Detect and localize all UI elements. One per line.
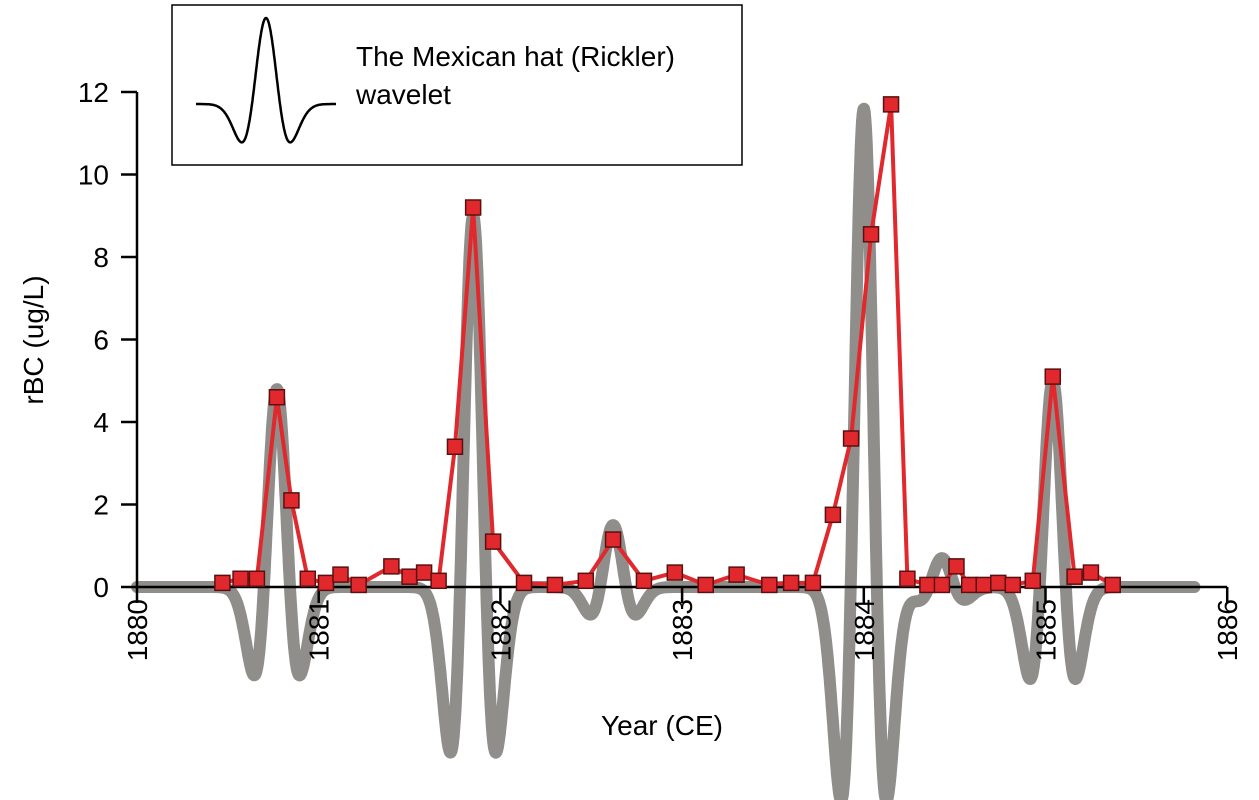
- data-point: [842, 430, 860, 447]
- data-point: [1024, 572, 1042, 590]
- data-point: [299, 570, 317, 587]
- legend-box: [171, 4, 743, 166]
- x-tick-label: 1884: [849, 599, 880, 661]
- y-tick-label: 10: [78, 160, 109, 191]
- data-point: [383, 558, 400, 575]
- data-point: [232, 570, 249, 587]
- data-point: [948, 558, 965, 575]
- data-point: [1004, 576, 1022, 594]
- data-point: [484, 533, 502, 550]
- data-point: [248, 570, 266, 587]
- y-tick-label: 6: [93, 325, 109, 356]
- y-tick-label: 4: [93, 407, 109, 438]
- data-point: [782, 574, 800, 592]
- data-point: [446, 438, 464, 455]
- data-point: [1104, 576, 1121, 594]
- y-tick-label: 8: [93, 242, 109, 273]
- data-point: [960, 576, 978, 594]
- x-tick-label: 1885: [1031, 599, 1062, 661]
- data-point: [401, 568, 418, 585]
- wavelet-line: [131, 102, 1201, 800]
- data-point: [464, 199, 482, 216]
- data-point: [882, 96, 900, 113]
- data-point: [332, 566, 349, 583]
- data-point: [604, 531, 622, 548]
- x-tick-label: 1883: [667, 599, 698, 661]
- x-tick-label: 1882: [485, 599, 516, 661]
- mexican-hat-wavelet-icon: [196, 16, 336, 144]
- data-point: [635, 572, 653, 590]
- data-point: [804, 574, 822, 592]
- x-tick-label: 1880: [122, 599, 153, 661]
- y-tick-label: 0: [93, 572, 109, 603]
- data-point: [430, 572, 447, 590]
- legend: The Mexican hat (Rickler) wavelet: [171, 4, 743, 166]
- data-point: [899, 570, 916, 587]
- data-point: [975, 576, 992, 594]
- x-tick-label: 1886: [1212, 599, 1243, 661]
- data-point: [933, 576, 951, 594]
- y-axis-title: rBC (ug/L): [18, 275, 49, 404]
- data-point: [350, 576, 367, 594]
- data-point: [415, 564, 433, 581]
- y-tick-label: 12: [78, 77, 109, 108]
- wavelet-curve-layer: [131, 102, 1201, 800]
- x-axis-title: Year (CE): [601, 710, 723, 741]
- data-point: [317, 574, 335, 592]
- data-point: [1044, 368, 1062, 385]
- data-point: [546, 576, 564, 594]
- y-tick-label: 2: [93, 490, 109, 521]
- data-point: [862, 226, 880, 243]
- data-point: [214, 574, 231, 592]
- data-point: [761, 576, 778, 594]
- data-point: [990, 574, 1007, 592]
- data-point: [268, 389, 286, 406]
- data-point: [697, 576, 714, 594]
- measured-series: [214, 96, 1121, 594]
- x-tick-label: 1881: [304, 599, 335, 661]
- axes: 0 2 4 6 8 10 12 1880 1881 1882 1883 1884 1885 1886: [78, 77, 1243, 661]
- data-point: [1082, 564, 1100, 581]
- data-point: [728, 566, 745, 583]
- legend-label-line2: wavelet: [355, 79, 451, 110]
- data-point: [824, 506, 842, 524]
- measured-line: [221, 102, 1114, 587]
- data-point: [1066, 568, 1083, 585]
- data-point: [919, 576, 936, 594]
- data-point: [283, 492, 300, 509]
- data-point: [515, 574, 533, 592]
- data-point: [577, 572, 595, 590]
- data-point: [666, 564, 684, 581]
- legend-label-line1: The Mexican hat (Rickler): [356, 41, 675, 72]
